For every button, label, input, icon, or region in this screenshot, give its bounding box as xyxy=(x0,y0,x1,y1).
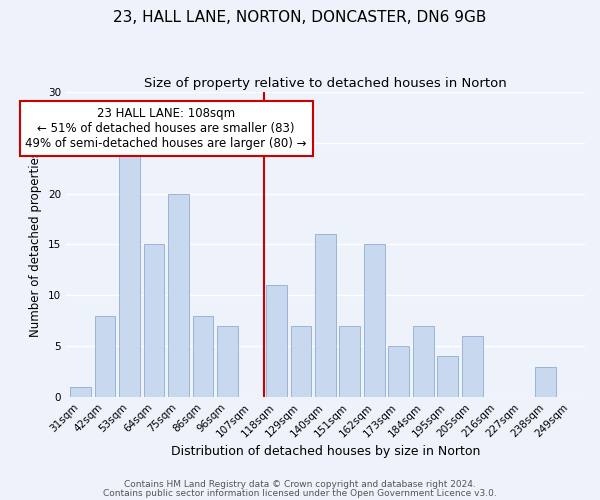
Bar xyxy=(217,326,238,397)
Bar xyxy=(193,316,214,397)
Bar xyxy=(315,234,336,397)
Bar xyxy=(95,316,115,397)
Text: Contains public sector information licensed under the Open Government Licence v3: Contains public sector information licen… xyxy=(103,488,497,498)
Bar xyxy=(143,244,164,397)
Bar xyxy=(168,194,189,397)
Bar xyxy=(266,285,287,397)
Bar xyxy=(535,366,556,397)
Text: Contains HM Land Registry data © Crown copyright and database right 2024.: Contains HM Land Registry data © Crown c… xyxy=(124,480,476,489)
Text: 23 HALL LANE: 108sqm
← 51% of detached houses are smaller (83)
49% of semi-detac: 23 HALL LANE: 108sqm ← 51% of detached h… xyxy=(25,107,307,150)
Bar xyxy=(364,244,385,397)
Title: Size of property relative to detached houses in Norton: Size of property relative to detached ho… xyxy=(144,78,507,90)
Bar xyxy=(388,346,409,397)
Bar xyxy=(437,356,458,397)
Bar xyxy=(119,153,140,397)
Bar xyxy=(413,326,434,397)
Bar xyxy=(340,326,361,397)
Text: 23, HALL LANE, NORTON, DONCASTER, DN6 9GB: 23, HALL LANE, NORTON, DONCASTER, DN6 9G… xyxy=(113,10,487,25)
Y-axis label: Number of detached properties: Number of detached properties xyxy=(29,152,42,338)
Bar xyxy=(290,326,311,397)
Bar xyxy=(70,387,91,397)
Bar xyxy=(462,336,483,397)
X-axis label: Distribution of detached houses by size in Norton: Distribution of detached houses by size … xyxy=(171,444,480,458)
